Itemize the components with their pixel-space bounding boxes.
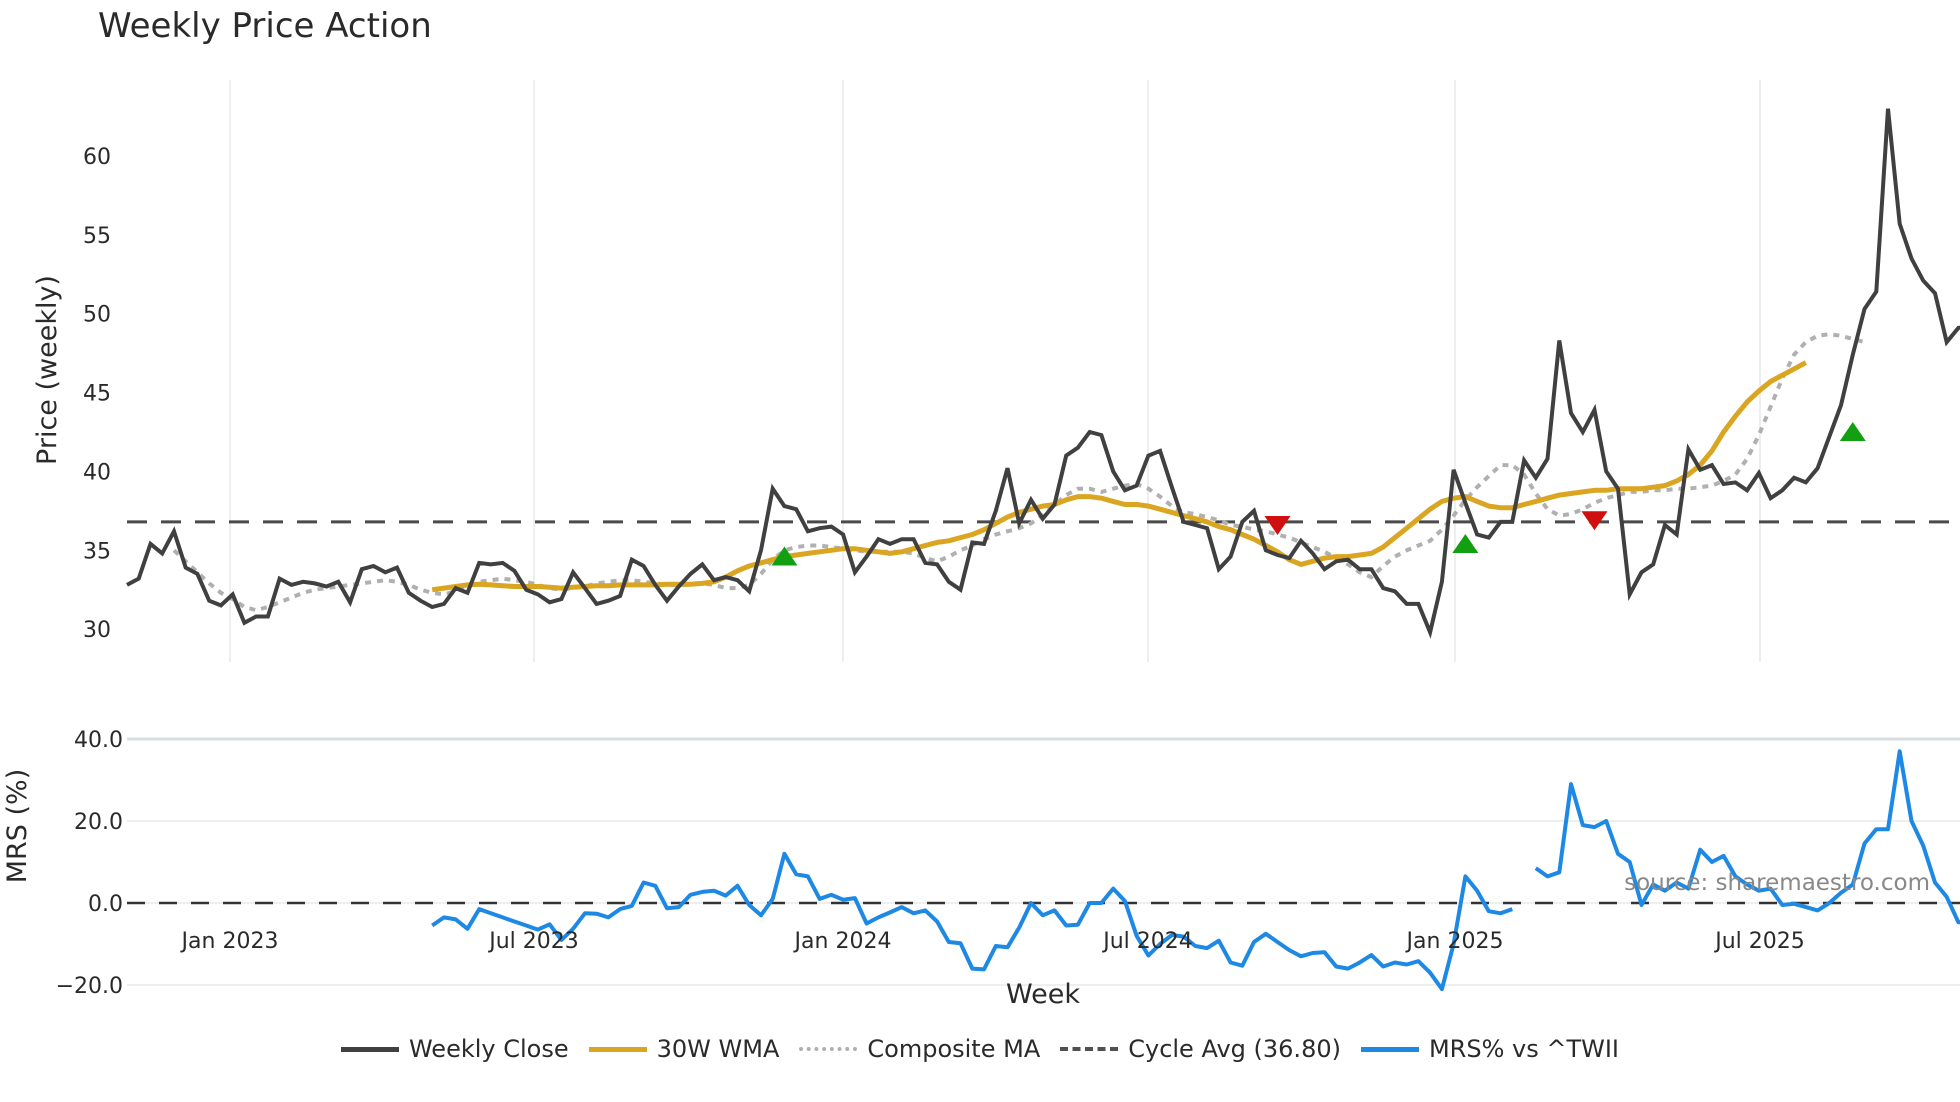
mrs-plot	[127, 749, 1960, 992]
price-y-tick: 50	[83, 303, 111, 328]
legend-label: 30W WMA	[656, 1035, 780, 1063]
x-tick: Jul 2024	[1101, 929, 1193, 954]
mrs-y-tick: 20.0	[74, 810, 123, 835]
legend-item-composite-ma[interactable]: Composite MA	[799, 1035, 1040, 1063]
price-y-axis-label: Price (weekly)	[32, 275, 63, 465]
legend-item-cycle-avg[interactable]: Cycle Avg (36.80)	[1060, 1035, 1341, 1063]
x-tick: Jul 2023	[487, 929, 579, 954]
x-tick: Jan 2025	[1405, 929, 1504, 954]
legend-item-weekly-close[interactable]: Weekly Close	[340, 1035, 569, 1063]
mrs-y-tick: 0.0	[88, 892, 123, 917]
composite-ma-line	[172, 332, 1866, 613]
price-y-tick: 30	[83, 618, 111, 643]
mrs-line	[431, 749, 1960, 992]
weekly-close-swatch-icon	[340, 1046, 399, 1052]
mrs-y-axis-label: MRS (%)	[2, 769, 33, 884]
sell-signal-down-triangle-icon	[1581, 511, 1608, 531]
buy-signal-up-triangle-icon	[771, 546, 798, 566]
legend-label: Weekly Close	[408, 1035, 569, 1063]
legend: Weekly Close 30W WMA Composite MA Cycle …	[0, 1035, 1960, 1063]
chart-title: Weekly Price Action	[98, 6, 432, 46]
x-tick: Jan 2023	[180, 929, 279, 954]
buy-signal-up-triangle-icon	[1452, 533, 1479, 553]
mrs-y-tick: −20.0	[56, 974, 123, 999]
legend-item-30w-wma[interactable]: 30W WMA	[588, 1035, 780, 1063]
legend-item-mrs[interactable]: MRS% vs ^TWII	[1360, 1035, 1620, 1063]
legend-label: Composite MA	[867, 1035, 1041, 1063]
gridlines	[127, 80, 1960, 986]
mrs-swatch-icon	[1360, 1046, 1419, 1052]
legend-label: MRS% vs ^TWII	[1428, 1035, 1620, 1063]
source-attribution: source: sharemaestro.com	[1624, 870, 1930, 896]
composite-ma-swatch-icon	[799, 1047, 858, 1051]
x-tick: Jul 2025	[1713, 929, 1805, 954]
sell-signal-down-triangle-icon	[1264, 516, 1291, 536]
wma-line	[431, 360, 1807, 593]
price-y-tick: 45	[83, 382, 111, 407]
weekly-close-line	[126, 108, 1960, 639]
mrs-y-tick: 40.0	[74, 728, 123, 753]
cycle-avg-swatch-icon	[1060, 1047, 1119, 1051]
legend-label: Cycle Avg (36.80)	[1128, 1035, 1341, 1063]
x-axis-label: Week	[1006, 979, 1080, 1010]
buy-signal-up-triangle-icon	[1839, 421, 1866, 441]
x-tick: Jan 2024	[793, 929, 892, 954]
price-y-tick: 55	[83, 224, 111, 249]
wma-swatch-icon	[588, 1046, 647, 1052]
price-y-tick: 35	[83, 539, 111, 564]
price-y-tick: 60	[83, 145, 111, 170]
price-y-tick: 40	[83, 460, 111, 485]
axis-ticks: 30 35 40 45 50 55 60 −20.0 0.0 20.0 40.0 Jan 2023 Ju…	[56, 145, 1805, 999]
price-plot	[126, 108, 1960, 639]
